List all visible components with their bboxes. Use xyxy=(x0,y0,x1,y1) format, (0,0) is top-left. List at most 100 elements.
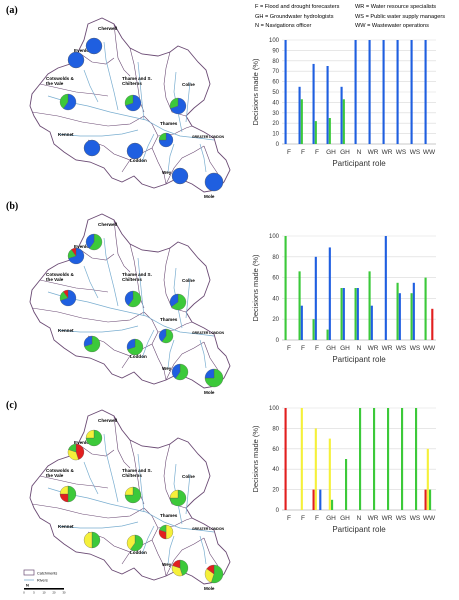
pie-cotswolds xyxy=(59,289,77,307)
legend-catchments-label: Catchments xyxy=(37,572,57,576)
pie-evenlode xyxy=(67,51,85,69)
x-tick-label: WR xyxy=(368,345,379,352)
river xyxy=(103,433,119,503)
pie-evenlode-slice xyxy=(67,51,85,69)
x-tick-label: WW xyxy=(423,149,436,156)
pie-loddon xyxy=(126,338,144,356)
pie-loddon xyxy=(126,142,144,160)
catchment-map-a: Cherwell Evenlode Cotswolds & the Vale Thame… xyxy=(29,17,231,199)
pie-thames-slice xyxy=(161,328,174,344)
y-tick-label: 40 xyxy=(272,296,279,302)
map-label-thames: Thames xyxy=(160,317,178,322)
y-tick-label: 0 xyxy=(276,338,280,344)
pie-colne-slice xyxy=(169,293,179,307)
legend-rivers-label: Rivers xyxy=(37,579,48,583)
sub-catchment-boundary xyxy=(31,307,145,323)
river xyxy=(185,81,191,123)
map-label-london: GREATER LONDON xyxy=(192,135,225,139)
bar-green xyxy=(410,293,413,340)
pie-cotswolds xyxy=(59,93,77,111)
bar-blue xyxy=(326,66,329,144)
bar-blue xyxy=(398,293,401,340)
pie-colne-slice xyxy=(171,293,187,311)
river xyxy=(141,525,155,555)
x-axis-label: Participant role xyxy=(332,355,386,364)
bar-blue xyxy=(328,247,331,340)
sub-catchment-boundary xyxy=(165,537,205,577)
map-label-kennet: Kennet xyxy=(58,524,74,529)
sub-catchment-boundary xyxy=(31,111,145,127)
pie-thames xyxy=(158,132,174,148)
river xyxy=(83,265,99,299)
y-axis-label: Decisions made (%) xyxy=(251,254,260,322)
bar-red xyxy=(312,489,315,510)
pie-wey xyxy=(171,363,189,381)
map-label-wey: Wey xyxy=(162,170,172,175)
bar-green xyxy=(396,282,399,340)
pie-mole-slice xyxy=(206,564,215,575)
bar-green xyxy=(328,118,331,144)
bar-blue xyxy=(342,288,345,340)
map-label-thames: Thames xyxy=(160,121,178,126)
x-tick-label: F xyxy=(315,345,319,352)
map-label-colne: Colne xyxy=(182,82,195,87)
x-axis-label: Participant role xyxy=(332,525,386,534)
bar-yellow xyxy=(426,448,429,510)
bar-green xyxy=(298,271,301,340)
bar-green xyxy=(373,408,376,510)
sub-catchment-boundary xyxy=(113,415,131,469)
pie-colne-slice xyxy=(170,97,187,115)
river xyxy=(47,291,215,337)
river xyxy=(83,69,99,103)
pie-thames-slice xyxy=(158,328,167,342)
map-label-evenlode: Evenlode xyxy=(74,440,95,445)
bar-blue xyxy=(354,40,357,144)
map-label-wey: Wey xyxy=(162,366,172,371)
legend-wr: WR = Water resource specialists xyxy=(355,4,437,10)
panel-label-c: (c) xyxy=(6,400,18,411)
pie-kennet xyxy=(83,531,101,549)
map-label-thames: Thames xyxy=(160,513,178,518)
pie-cotswolds-slice xyxy=(63,93,77,111)
river xyxy=(57,325,139,333)
x-tick-label: F xyxy=(315,149,319,156)
pie-colne xyxy=(169,97,187,115)
river xyxy=(185,277,191,319)
pie-loddon-slice xyxy=(126,338,136,350)
map-legend: Catchments Rivers N0 5 10 20 30 xyxy=(23,569,66,595)
bar-green xyxy=(359,408,362,510)
y-tick-label: 40 xyxy=(272,100,279,106)
bar-blue xyxy=(284,40,287,144)
sub-catchment-boundary xyxy=(203,537,219,567)
map-label-london: GREATER LONDON xyxy=(192,527,225,531)
bar-yellow xyxy=(300,408,303,510)
x-tick-label: N xyxy=(357,515,362,522)
pie-cotswolds xyxy=(59,485,77,503)
bar-green xyxy=(312,319,315,340)
sub-catchment-boundary xyxy=(165,341,205,381)
x-tick-label: F xyxy=(301,345,305,352)
pie-thames xyxy=(158,328,174,344)
pie-thame xyxy=(124,94,142,112)
pie-thame-slice xyxy=(124,290,134,306)
pie-thame-slice xyxy=(125,94,142,112)
legend-n: N = Navigations officer xyxy=(255,23,312,29)
bar-red xyxy=(431,308,434,340)
bar-green xyxy=(326,329,329,340)
bar-blue xyxy=(319,489,322,510)
bar-green xyxy=(340,288,343,340)
north-arrow: N xyxy=(26,583,29,588)
pie-mole xyxy=(204,172,224,192)
map-label-thame: Thame and S. Chilterns xyxy=(122,468,152,478)
map-label-cotswolds: Cotswolds & the Vale xyxy=(46,272,75,282)
bar-green xyxy=(401,408,404,510)
scale-bar-tick: 5 xyxy=(33,591,35,595)
bar-blue xyxy=(424,40,427,144)
x-tick-label: WS xyxy=(396,149,407,156)
x-tick-label: GH xyxy=(326,149,336,156)
scale-bar-tick: 0 xyxy=(23,591,25,595)
bar-blue xyxy=(370,305,373,340)
river xyxy=(47,487,215,533)
x-tick-label: N xyxy=(357,345,362,352)
y-tick-label: 100 xyxy=(269,406,280,412)
